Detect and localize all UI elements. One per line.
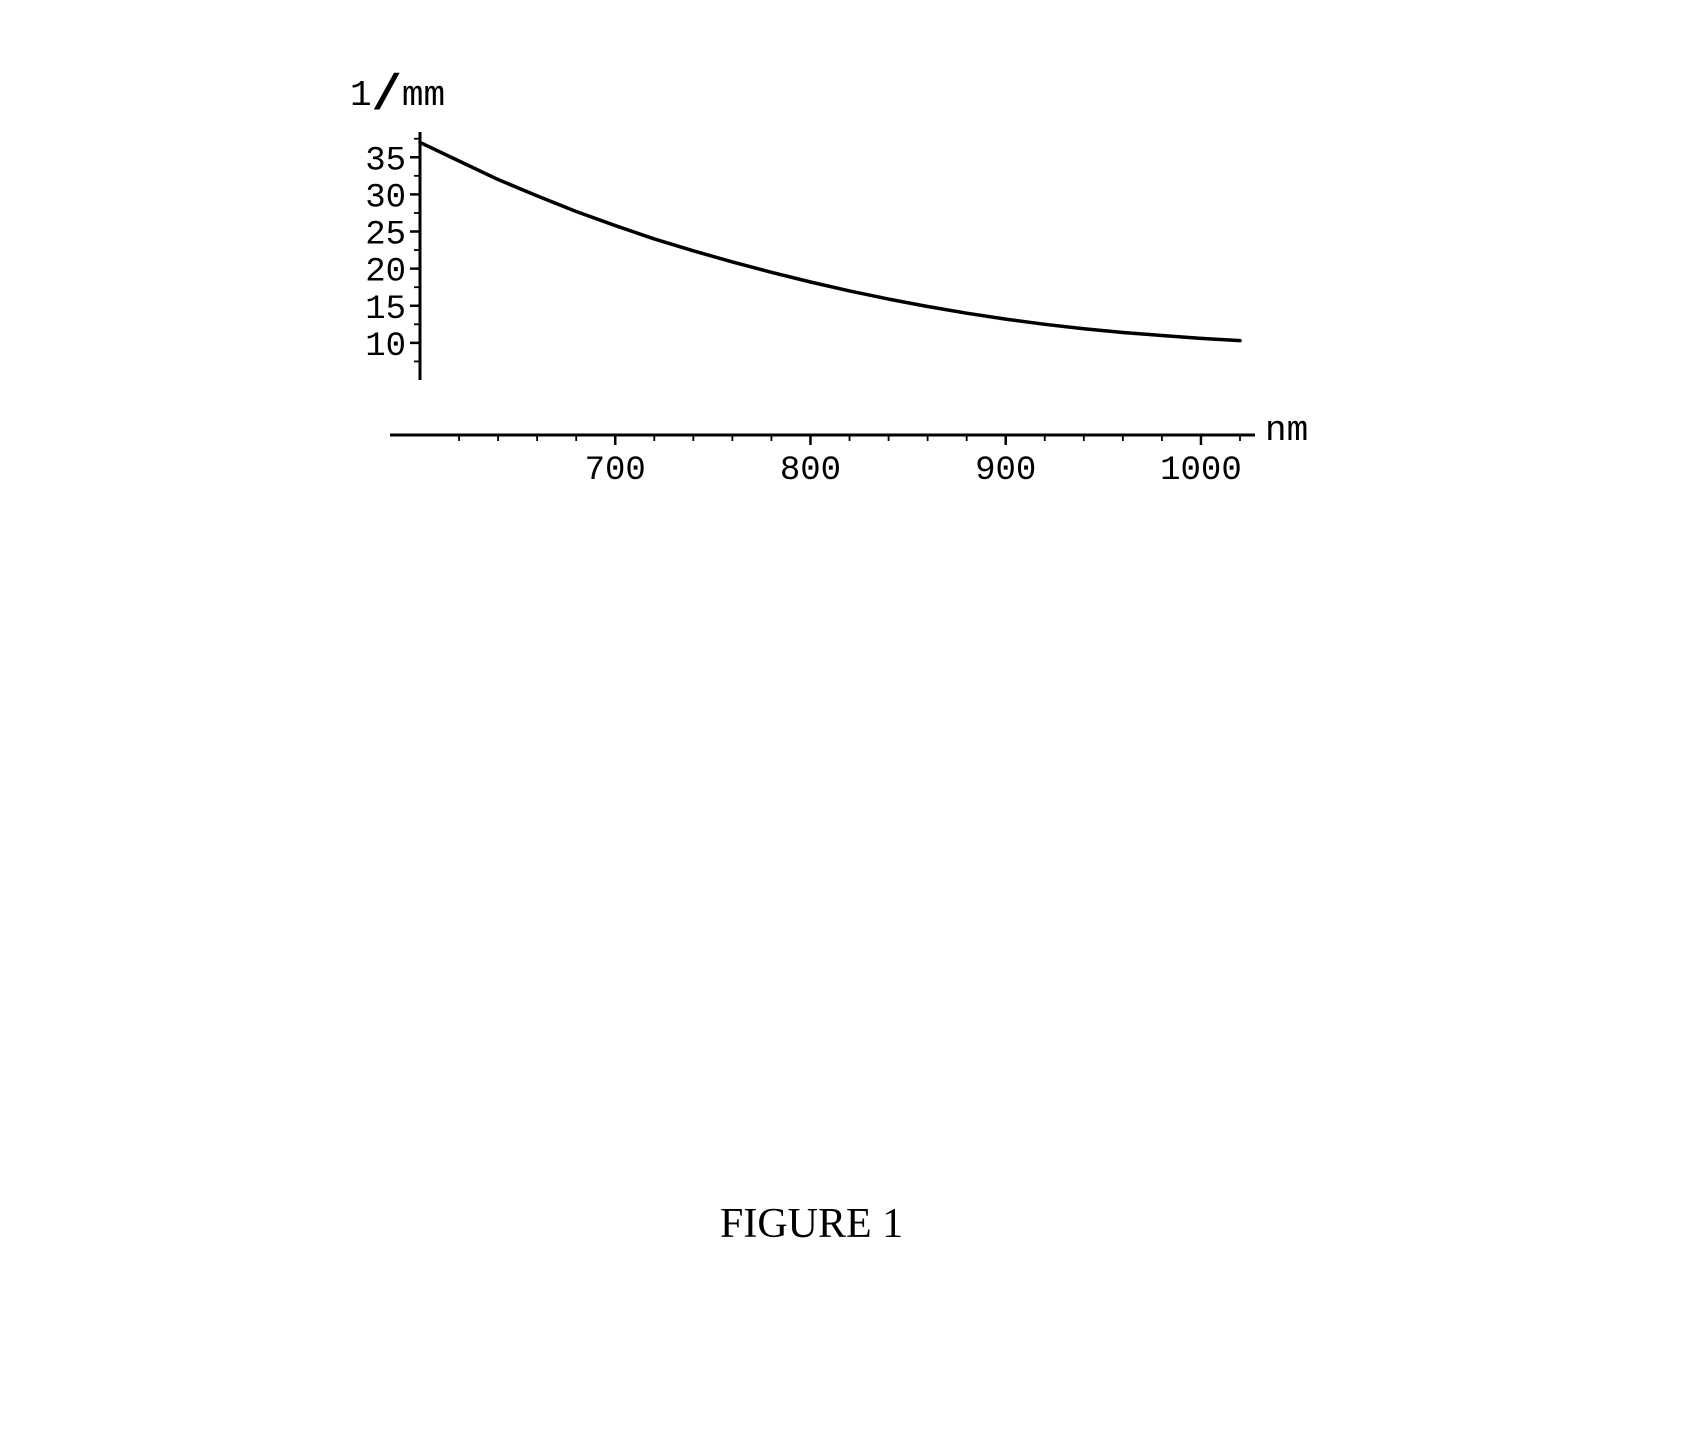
x-tick-label: 900 bbox=[975, 452, 1036, 490]
y-tick-label: 15 bbox=[365, 291, 406, 329]
y-tick-label: 25 bbox=[365, 217, 406, 255]
data-curve bbox=[420, 142, 1240, 340]
chart: 1/mm 101520253035 700 800 900 1000 nm bbox=[300, 55, 1360, 580]
x-axis-label: nm bbox=[1265, 410, 1308, 451]
y-tick-label: 10 bbox=[365, 328, 406, 366]
y-tick-label: 30 bbox=[365, 179, 406, 217]
figure-caption: FIGURE 1 bbox=[720, 1200, 903, 1248]
x-tick-label: 800 bbox=[780, 452, 841, 490]
y-axis-label: 1/mm bbox=[350, 68, 445, 125]
y-tick-label: 20 bbox=[365, 254, 406, 292]
x-tick-label: 700 bbox=[585, 452, 646, 490]
x-tick-label: 1000 bbox=[1160, 452, 1242, 490]
caption-text: FIGURE 1 bbox=[720, 1201, 903, 1247]
y-tick-label: 35 bbox=[365, 142, 406, 180]
